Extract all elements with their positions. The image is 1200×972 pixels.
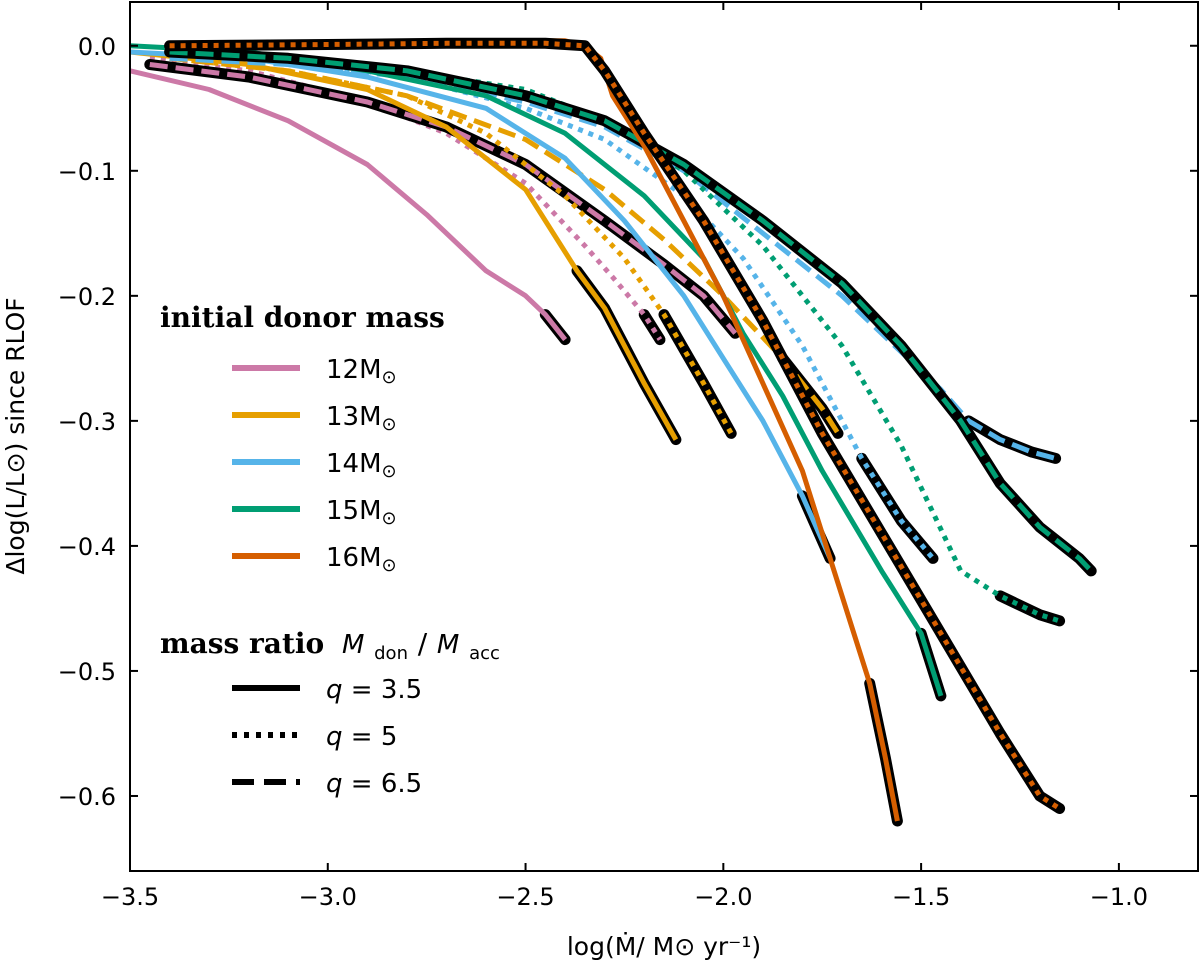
series-line <box>169 55 1057 461</box>
legend-donor-title: initial donor mass <box>160 301 445 334</box>
legend-q-label: q = 5 <box>326 722 397 752</box>
y-tick-label: −0.6 <box>58 783 116 811</box>
series-line <box>169 49 1094 573</box>
series-highlight-outline <box>164 37 1066 814</box>
legend-donor-label: 12M⊙ <box>326 355 397 388</box>
legend-q-label: q = 3.5 <box>326 675 422 705</box>
legend-q-title: mass ratio M don / M acc <box>160 627 500 666</box>
x-tick-label: −1.5 <box>892 883 950 911</box>
x-tick-label: −1.0 <box>1090 883 1148 911</box>
plot-area <box>129 37 1097 827</box>
legend-donor-label: 15M⊙ <box>326 496 397 529</box>
legend-q-label: q = 6.5 <box>326 769 422 799</box>
x-tick-label: −3.5 <box>101 883 159 911</box>
y-tick-label: −0.3 <box>58 408 116 436</box>
y-axis-label: Δlog(L/L⊙) since RLOF <box>1 297 30 574</box>
x-tick-label: −2.0 <box>694 883 752 911</box>
y-tick-label: −0.4 <box>58 533 116 561</box>
legend-donor-label: 14M⊙ <box>326 449 397 482</box>
series-line <box>169 40 1061 811</box>
legend-mass-ratio: mass ratio M don / M acc q = 3.5 q = 5 q =… <box>160 627 500 799</box>
axes-frame <box>129 1 1199 872</box>
x-axis-label: log(Ṁ/ M⊙ yr⁻¹) <box>567 932 761 961</box>
legend-donor-label: 16M⊙ <box>326 543 397 576</box>
y-tick-label: 0.0 <box>78 33 116 61</box>
series-line <box>169 55 841 435</box>
series-line <box>149 55 663 341</box>
series-highlight-outline <box>638 309 666 346</box>
legend-donor-label: 13M⊙ <box>326 402 397 435</box>
series-line <box>129 68 568 342</box>
y-tick-label: −0.1 <box>58 158 116 186</box>
y-tick-label: −0.2 <box>58 283 116 311</box>
legend-donor-mass: initial donor mass 12M⊙ 13M⊙ 14M⊙ 15M⊙ 16M⊙ <box>160 301 445 576</box>
x-tick-label: −2.5 <box>496 883 554 911</box>
y-tick-label: −0.5 <box>58 658 116 686</box>
series-highlight-outline <box>994 590 1066 627</box>
x-tick-label: −3.0 <box>299 883 357 911</box>
axis-ticks: −3.5 −3.0 −2.5 −2.0 −1.5 −1.0 0.0 −0.1 −0.2 −0.3 −… <box>58 2 1198 911</box>
